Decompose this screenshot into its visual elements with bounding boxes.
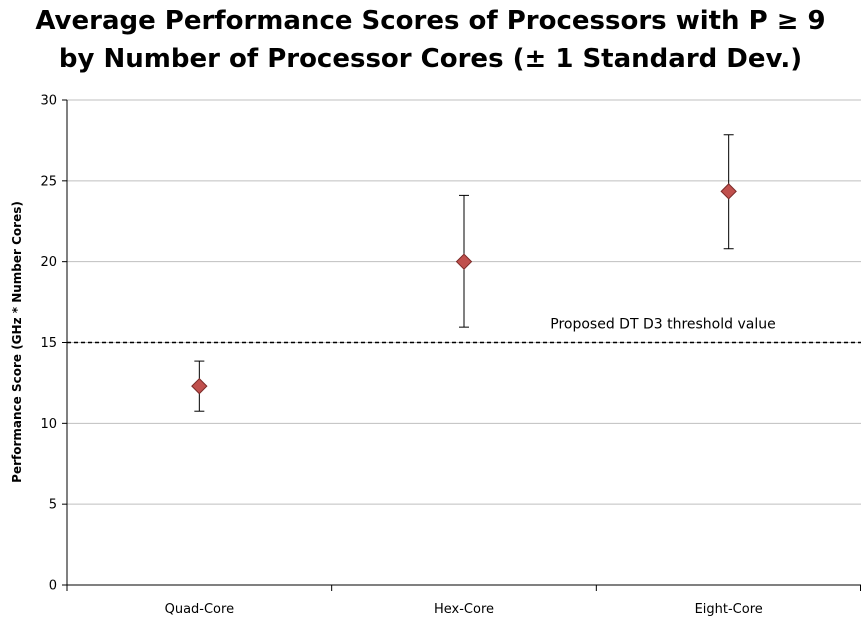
data-point-diamond (455, 253, 473, 270)
y-tick-label: 15 (40, 336, 57, 351)
y-axis-label: Performance Score (GHz * Number Cores) (10, 201, 24, 483)
chart-title-line-1: Average Performance Scores of Processors… (35, 6, 826, 36)
x-tick-label: Eight-Core (695, 602, 763, 617)
y-tick-label: 10 (40, 417, 57, 432)
data-marks (191, 134, 737, 412)
data-point-diamond (720, 183, 737, 200)
y-tick-label: 5 (49, 498, 57, 513)
axes: 0 5 10 15 20 25 30 Quad-Core Hex-Core Eight-Core (40, 94, 861, 617)
y-tick-label: 20 (40, 255, 57, 270)
x-tick-label: Quad-Core (165, 602, 234, 617)
data-point-diamond (191, 377, 208, 395)
y-tick-label: 25 (40, 174, 57, 189)
y-tick-label: 0 (49, 579, 57, 594)
x-tick-label: Hex-Core (434, 602, 494, 617)
chart-title-line-2: by Number of Processor Cores (± 1 Standa… (58, 44, 803, 74)
y-tick-label: 30 (40, 94, 57, 109)
reference-line-group: Proposed DT D3 threshold value (67, 317, 861, 344)
threshold-label: Proposed DT D3 threshold value (550, 317, 775, 333)
chart-title: Average Performance Scores of Processors… (0, 2, 861, 78)
